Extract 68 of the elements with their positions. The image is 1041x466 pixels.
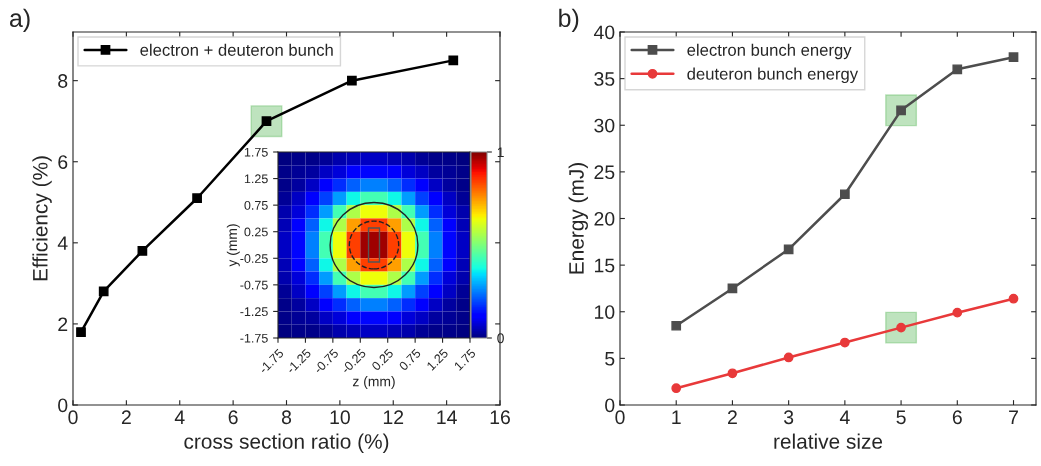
y-tick-label: 0 [605,398,615,413]
x-tick-label: 3 [783,410,794,425]
x-tick-label: 14 [437,410,457,424]
y-tick-label: -0.25 [240,254,268,263]
point [98,286,109,297]
chart-title: b) [559,8,579,32]
x-tick-label: 4 [174,410,185,424]
x-tick-label: 1 [672,410,681,424]
point [76,327,86,337]
x-tick-label: 0 [615,410,625,425]
y-tick-label: -0.75 [240,280,268,290]
x-tick-label: 2 [121,410,131,424]
point [448,55,459,66]
y-tick-label: 1.75 [244,147,268,157]
legend-label: electron bunch energy [687,43,852,60]
x-tick-label: 16 [490,410,510,425]
x-axis-title: cross section ratio (%) [184,433,389,453]
y-tick-label: 8 [58,74,68,88]
x-tick-label: 7 [1009,410,1018,424]
x-tick-label: 10 [330,410,350,425]
x-tick-label: 0.25 [371,348,394,372]
chart-title: a) [10,8,30,32]
x-tick-label: 4 [839,410,850,424]
y-tick-label: 6 [58,155,68,169]
y-tick-label: 2 [58,317,68,331]
legend-label: electron + deuteron bunch [140,43,333,56]
y-tick-label: 30 [594,118,615,133]
y-tick-label: -1.75 [240,333,268,343]
x-tick-label: 6 [228,410,238,425]
point [840,189,850,200]
y-tick-label: 1.25 [244,174,268,184]
y-tick-label: 4 [57,236,68,250]
x-axis-title: relative size [774,433,883,449]
y-tick-label: 35 [594,72,615,86]
y-tick-label: -1.25 [240,307,268,317]
point [1008,293,1019,304]
x-tick-label: 0.75 [398,348,422,372]
y-tick-label: 0 [58,398,68,413]
y-axis-title: Efficiency (%) [32,156,52,281]
y-axis-title: Energy (mJ) [568,163,588,274]
point [727,368,738,379]
y-tick-label: 25 [594,165,615,180]
y-tick-label: 0.75 [244,200,268,210]
x-axis-title: z (mm) [352,376,395,390]
y-axis-title: y (mm) [226,224,240,267]
point [783,352,794,363]
point [347,75,357,86]
point [1008,52,1019,63]
legend-label: deuteron bunch energy [687,67,859,84]
point [192,193,202,204]
y-tick-label: 40 [593,25,615,40]
point [840,337,850,348]
point [137,246,148,256]
point [783,244,794,255]
y-tick-label: 15 [595,258,615,273]
point [671,383,682,394]
x-tick-label: 6 [952,410,962,425]
y-tick-label: 10 [595,305,615,319]
x-tick-label: 5 [896,410,906,425]
point [952,307,963,318]
point [952,64,963,75]
point [671,320,682,331]
y-tick-label: 20 [594,211,615,226]
x-tick-label: 0 [68,410,78,425]
y-tick-label: 0.25 [244,227,268,237]
x-tick-label: 8 [281,410,292,425]
x-tick-label: 12 [383,410,404,424]
x-tick-label: 2 [728,410,737,424]
